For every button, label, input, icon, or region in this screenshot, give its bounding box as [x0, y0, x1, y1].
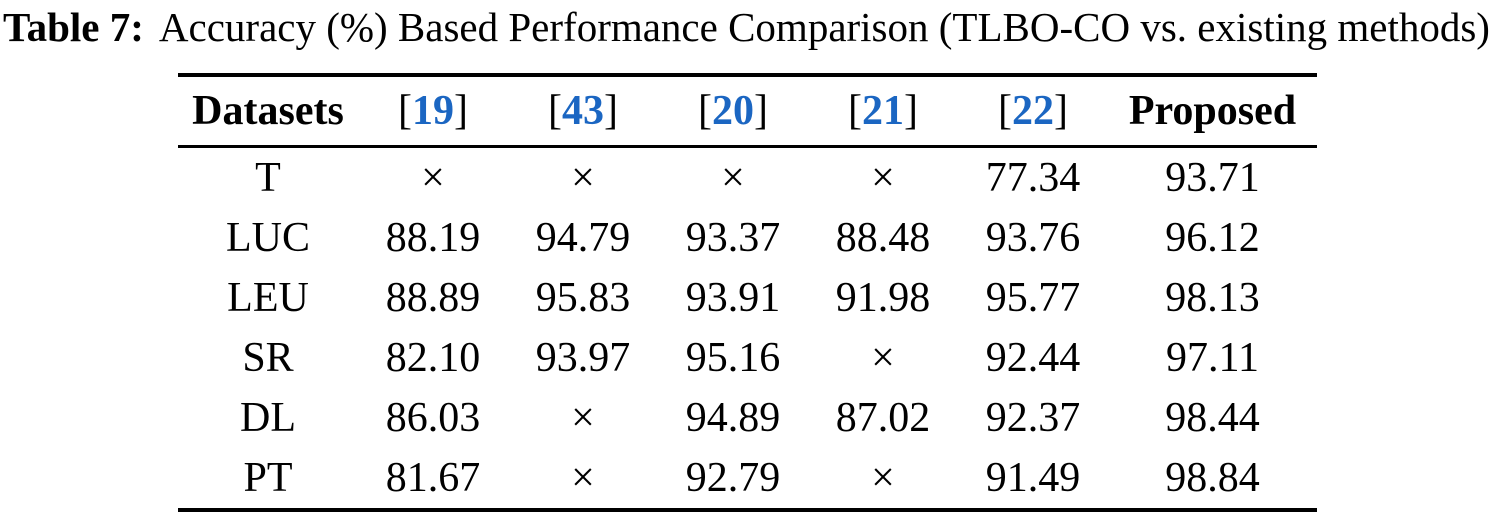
value-cell: 81.67 [385, 455, 481, 501]
bracket-left: [ [848, 88, 862, 134]
value-cell: 91.98 [835, 275, 931, 321]
bracket-right: ] [604, 88, 618, 134]
table-row-sr: SR 82.10 93.97 95.16 × 92.44 97.11 [178, 328, 1317, 388]
citation-number: 20 [712, 88, 754, 134]
proposed-cell: 98.13 [1165, 275, 1260, 321]
dataset-cell: LUC [226, 215, 310, 261]
value-cell: 95.83 [535, 275, 631, 321]
value-cell: 86.03 [385, 395, 481, 441]
value-cell: × [571, 455, 595, 501]
value-cell: × [871, 335, 895, 381]
value-cell: × [571, 395, 595, 441]
value-cell: × [421, 155, 445, 201]
proposed-cell: 96.12 [1165, 215, 1260, 261]
citation-number: 21 [862, 88, 904, 134]
value-cell: 93.76 [985, 215, 1081, 261]
proposed-cell: 93.71 [1165, 155, 1260, 201]
bracket-left: [ [398, 88, 412, 134]
table-caption-text: Accuracy (%) Based Performance Compariso… [158, 4, 1490, 50]
table-row-dl: DL 86.03 × 94.89 87.02 92.37 98.44 [178, 388, 1317, 448]
citation-link-43[interactable]: [43] [508, 75, 658, 148]
value-cell: 92.79 [685, 455, 781, 501]
value-cell: 95.16 [685, 335, 781, 381]
citation-number: 22 [1012, 88, 1054, 134]
value-cell: × [871, 455, 895, 501]
table-row-t: T × × × × 77.34 93.71 [178, 147, 1317, 209]
value-cell: 88.19 [385, 215, 481, 261]
value-cell: 93.97 [535, 335, 631, 381]
value-cell: 93.37 [685, 215, 781, 261]
table-row-luc: LUC 88.19 94.79 93.37 88.48 93.76 96.12 [178, 208, 1317, 268]
table-row-pt: PT 81.67 × 92.79 × 91.49 98.84 [178, 448, 1317, 510]
table-caption-label: Table 7: [3, 4, 144, 50]
citation-number: 43 [562, 88, 604, 134]
dataset-cell: PT [243, 455, 293, 501]
proposed-cell: 98.44 [1165, 395, 1260, 441]
bracket-right: ] [1054, 88, 1068, 134]
citation-link-19[interactable]: [19] [358, 75, 508, 148]
value-cell: 82.10 [385, 335, 481, 381]
value-cell: 88.48 [835, 215, 931, 261]
value-cell: 77.34 [985, 155, 1081, 201]
bracket-right: ] [904, 88, 918, 134]
value-cell: 93.91 [685, 275, 781, 321]
citation-link-20[interactable]: [20] [658, 75, 808, 148]
datasets-header: Datasets [178, 75, 358, 148]
value-cell: 92.44 [985, 335, 1081, 381]
proposed-cell: 98.84 [1165, 455, 1260, 501]
bracket-left: [ [998, 88, 1012, 134]
dataset-cell: SR [242, 335, 294, 381]
accuracy-comparison-table: Datasets [19] [43] [20] [21] [22] Propos… [178, 73, 1317, 512]
bracket-right: ] [754, 88, 768, 134]
citation-link-22[interactable]: [22] [958, 75, 1108, 148]
value-cell: 95.77 [985, 275, 1081, 321]
value-cell: 92.37 [985, 395, 1081, 441]
value-cell: 91.49 [985, 455, 1081, 501]
table-row-leu: LEU 88.89 95.83 93.91 91.98 95.77 98.13 [178, 268, 1317, 328]
dataset-cell: DL [240, 395, 296, 441]
proposed-header: Proposed [1108, 75, 1317, 148]
bracket-right: ] [454, 88, 468, 134]
citation-number: 19 [412, 88, 454, 134]
header-row: Datasets [19] [43] [20] [21] [22] Propos… [178, 75, 1317, 148]
bracket-left: [ [698, 88, 712, 134]
citation-link-21[interactable]: [21] [808, 75, 958, 148]
dataset-cell: T [255, 155, 281, 201]
bracket-left: [ [548, 88, 562, 134]
value-cell: 87.02 [835, 395, 931, 441]
value-cell: 88.89 [385, 275, 481, 321]
value-cell: × [721, 155, 745, 201]
value-cell: × [571, 155, 595, 201]
value-cell: 94.79 [535, 215, 631, 261]
value-cell: × [871, 155, 895, 201]
value-cell: 94.89 [685, 395, 781, 441]
dataset-cell: LEU [227, 275, 309, 321]
table-caption: Table 7: Accuracy (%) Based Performance C… [0, 2, 1493, 53]
proposed-cell: 97.11 [1166, 335, 1259, 381]
